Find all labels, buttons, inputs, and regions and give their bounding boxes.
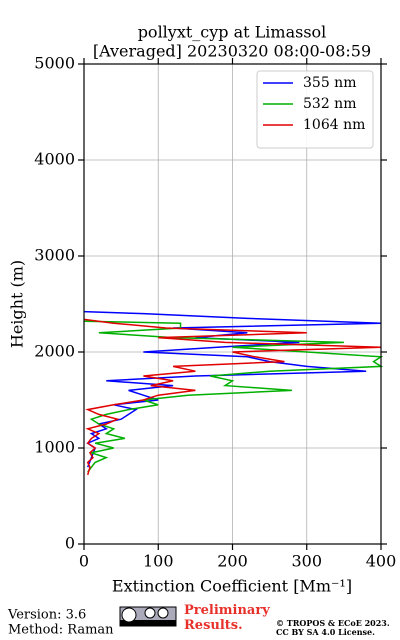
method: Method: Raman — [8, 623, 114, 638]
legend-label: 532 nm — [303, 96, 356, 112]
x-tick-label: 0 — [79, 552, 89, 571]
legend-label: 1064 nm — [303, 117, 365, 133]
notice: Preliminary Results. — [184, 603, 270, 633]
legend-box — [256, 70, 374, 149]
x-tick-label: 400 — [366, 552, 397, 571]
notice-text: Preliminary Results. — [184, 603, 270, 633]
chart-title: pollyxt_cyp at Limassol — [138, 23, 327, 42]
y-tick-label: 2000 — [34, 342, 75, 361]
profile-line — [83, 310, 382, 468]
x-tick-label: 300 — [291, 552, 322, 571]
y-tick-label: 5000 — [34, 54, 75, 73]
license: CC BY SA 4.0 License. — [276, 627, 375, 637]
cc-logo — [119, 606, 177, 627]
profile-line — [83, 318, 382, 476]
version: Version: 3.6 — [7, 608, 86, 623]
y-tick-label: 3000 — [34, 246, 75, 265]
y-tick-label: 0 — [65, 534, 75, 553]
x-tick-label: 200 — [217, 552, 248, 571]
y-tick-label: 4000 — [34, 150, 75, 169]
plot-frame — [83, 63, 382, 545]
y-axis-label: Height (m) — [8, 260, 27, 348]
chart-subtitle: [Averaged] 20230320 08:00-08:59 — [93, 42, 371, 61]
legend-label: 355 nm — [303, 75, 356, 91]
x-tick-label: 100 — [143, 552, 174, 571]
profile-line — [83, 320, 384, 473]
x-axis-label: Extinction Coefficient [Mm⁻¹] — [112, 577, 352, 596]
y-tick-label: 1000 — [34, 438, 75, 457]
copyright: © TROPOS & ECoE 2023. — [276, 618, 390, 628]
